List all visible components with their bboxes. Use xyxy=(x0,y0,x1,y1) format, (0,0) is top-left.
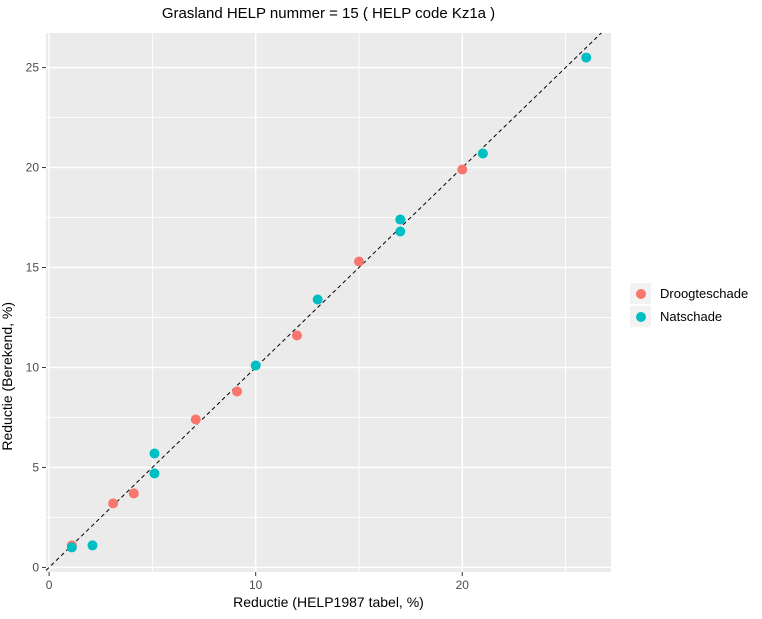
y-tick-label: 5 xyxy=(32,460,39,474)
data-point-droogteschade xyxy=(353,256,364,267)
y-tick-label: 20 xyxy=(26,161,40,175)
x-tick-label: 10 xyxy=(249,578,263,592)
data-point-droogteschade xyxy=(108,498,119,509)
legend-key xyxy=(630,306,651,327)
data-point-natschade xyxy=(395,214,406,225)
y-tick-label: 25 xyxy=(26,61,40,75)
data-point-natschade xyxy=(312,294,323,305)
data-point-droogteschade xyxy=(457,164,468,175)
data-point-natschade xyxy=(87,540,98,551)
legend-item-droogteschade: Droogteschade xyxy=(630,283,748,304)
y-tick-label: 0 xyxy=(32,560,39,574)
data-point-droogteschade xyxy=(232,386,243,397)
legend: Droogteschade Natschade xyxy=(630,283,748,327)
legend-item-natschade: Natschade xyxy=(630,306,748,327)
natschade-dot-icon xyxy=(635,311,646,322)
data-point-natschade xyxy=(581,52,592,63)
x-axis-title: Reductie (HELP1987 tabel, %) xyxy=(233,594,424,610)
x-tick-label: 20 xyxy=(456,578,470,592)
data-point-natschade xyxy=(250,360,261,371)
data-point-natschade xyxy=(477,148,488,159)
data-point-natschade xyxy=(149,468,160,479)
plot-title: Grasland HELP nummer = 15 ( HELP code Kz… xyxy=(161,5,496,22)
identity-dashed-line xyxy=(45,32,602,571)
x-tick-label: 0 xyxy=(46,578,53,592)
data-point-natschade xyxy=(395,226,406,237)
droogteschade-dot-icon xyxy=(635,288,646,299)
plot-panel xyxy=(46,33,611,572)
y-tick-label: 10 xyxy=(26,360,40,374)
data-point-droogteschade xyxy=(291,330,302,341)
legend-key xyxy=(630,283,651,304)
data-point-droogteschade xyxy=(128,488,139,499)
data-point-natschade xyxy=(66,542,77,553)
y-axis-title-text: Reductie (Berekend, %) xyxy=(0,301,15,451)
legend-item-label: Droogteschade xyxy=(660,286,749,301)
data-point-droogteschade xyxy=(190,414,201,425)
data-point-natschade xyxy=(149,448,160,459)
legend-item-label: Natschade xyxy=(660,309,723,324)
y-tick-label: 15 xyxy=(26,261,40,275)
